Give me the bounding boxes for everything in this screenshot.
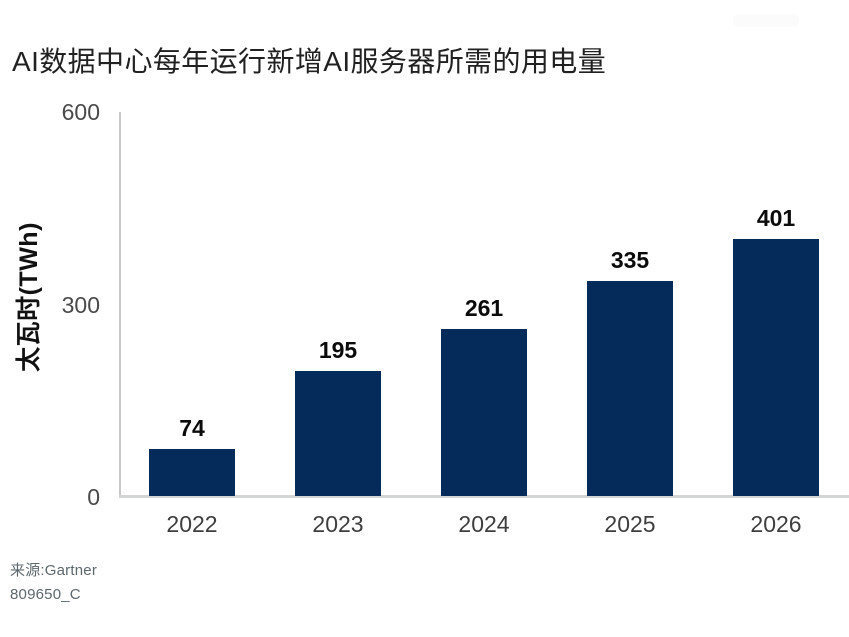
bar-value-label: 195 [318,337,358,363]
bar-2026 [733,239,819,496]
source-attribution: 来源:Gartner [10,562,98,579]
x-axis-tick-label: 2022 [166,511,218,537]
bar-value-label: 335 [610,247,650,273]
x-axis-tick-label: 2025 [604,511,656,537]
y-axis-tick-label: 600 [61,99,100,125]
bar-2022 [149,449,235,496]
bar-2023 [295,371,381,496]
x-axis-baseline [119,495,849,498]
bar-2025 [587,281,673,496]
bar-value-label: 401 [756,205,796,231]
bar-2024 [441,329,527,496]
bar-value-label: 74 [179,415,205,441]
chart-title: AI数据中心每年运行新增AI服务器所需的用电量 [12,46,607,77]
source-document-id: 809650_C [10,586,81,603]
x-axis-tick-label: 2024 [458,511,510,537]
bar-value-label: 261 [464,295,504,321]
y-axis-tick-label: 300 [61,291,100,318]
x-axis-tick-label: 2026 [750,511,802,537]
scan-artifact [733,14,799,27]
y-axis-line [119,112,121,497]
y-axis-tick-label: 0 [87,484,100,510]
x-axis-tick-label: 2023 [312,511,364,537]
